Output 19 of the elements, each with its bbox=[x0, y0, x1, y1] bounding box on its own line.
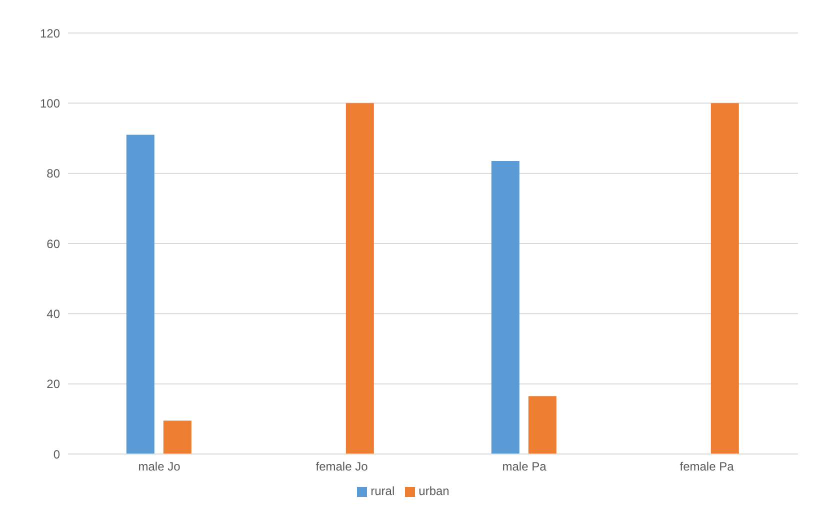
y-tick-label: 0 bbox=[53, 447, 60, 462]
bar bbox=[528, 396, 556, 454]
x-tick-label: male Pa bbox=[502, 460, 547, 474]
bar bbox=[710, 103, 739, 454]
y-tick-label: 40 bbox=[46, 306, 60, 321]
x-tick-label: male Jo bbox=[138, 460, 181, 474]
x-tick-label: female Pa bbox=[680, 460, 734, 474]
bar bbox=[491, 161, 520, 454]
legend-label: urban bbox=[418, 484, 450, 498]
bar bbox=[163, 420, 192, 454]
x-tick-label: female Jo bbox=[316, 460, 368, 474]
y-tick-label: 100 bbox=[40, 96, 60, 110]
y-tick-label: 120 bbox=[40, 26, 60, 40]
y-tick-label: 80 bbox=[46, 166, 60, 181]
y-tick-label: 60 bbox=[46, 236, 60, 251]
bar bbox=[126, 134, 154, 454]
bar bbox=[346, 103, 374, 454]
legend-label: rural bbox=[370, 484, 395, 498]
y-tick-label: 20 bbox=[46, 377, 60, 392]
